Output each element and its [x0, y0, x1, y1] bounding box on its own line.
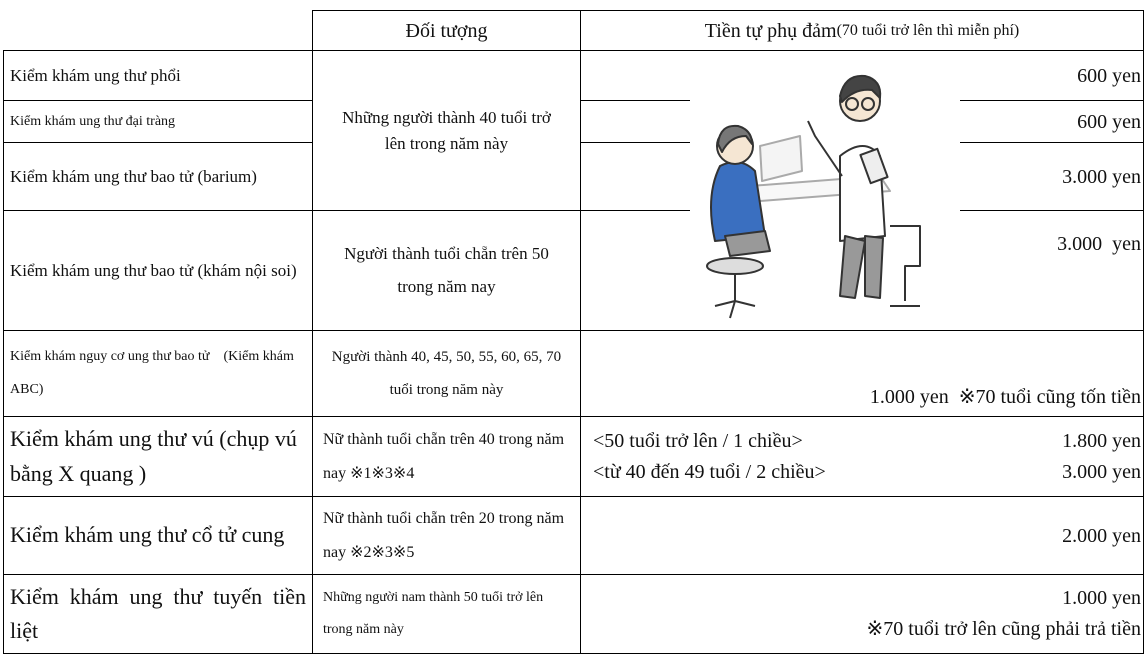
- row-fee: 1.000 yen ※70 tuổi cũng tốn tiền: [580, 330, 1144, 417]
- row-name: Kiểm khám ung thư bao tử (khám nội soi): [3, 210, 313, 331]
- fee-label: <từ 40 đến 49 tuổi / 2 chiều>: [593, 460, 826, 483]
- row-target: Những người thành 40 tuổi trở lên trong …: [312, 50, 581, 211]
- row-name: Kiểm khám ung thư vú (chụp vú bằng X qua…: [3, 416, 313, 497]
- header-target: Đối tượng: [312, 10, 581, 51]
- fee-price: 1.800 yen: [1062, 429, 1141, 452]
- row-name: Kiểm khám ung thư bao tử (barium): [3, 142, 313, 211]
- row-target: Nữ thành tuổi chẵn trên 40 trong năm nay…: [312, 416, 581, 497]
- fee-line: <50 tuổi trở lên / 1 chiều> 1.800 yen: [593, 426, 1141, 457]
- fee-label: <50 tuổi trở lên / 1 chiều>: [593, 429, 803, 452]
- row-name: Kiểm khám ung thư đại tràng: [3, 100, 313, 143]
- fee-line: <từ 40 đến 49 tuổi / 2 chiều> 3.000 yen: [593, 457, 1141, 488]
- row-fee: 2.000 yen: [580, 496, 1144, 575]
- row-fee: <50 tuổi trở lên / 1 chiều> 1.800 yen <từ…: [580, 416, 1144, 497]
- header-fee-text: Tiền tự phụ đảm: [704, 19, 837, 42]
- row-target: Những người nam thành 50 tuổi trở lên tr…: [312, 574, 581, 654]
- row-name: Kiểm khám ung thư cổ tử cung: [3, 496, 313, 575]
- fee-price: ※70 tuổi trở lên cũng phải trả tiền: [866, 618, 1142, 640]
- row-fee: 1.000 yen ※70 tuổi trở lên cũng phải trả…: [580, 574, 1144, 654]
- fee-price: 3.000 yen: [1062, 460, 1141, 483]
- header-fee-note: (70 tuổi trở lên thì miễn phí): [836, 21, 1020, 39]
- row-name: Kiểm khám ung thư phổi: [3, 50, 313, 101]
- row-target: Nữ thành tuổi chẵn trên 20 trong năm nay…: [312, 496, 581, 575]
- row-name: Kiểm khám nguy cơ ung thư bao tử (Kiểm k…: [3, 330, 313, 417]
- row-target: Người thành 40, 45, 50, 55, 60, 65, 70 t…: [312, 330, 581, 417]
- header-fee: Tiền tự phụ đảm (70 tuổi trở lên thì miễn…: [580, 10, 1144, 51]
- row-target: Người thành tuổi chẵn trên 50 trong năm …: [312, 210, 581, 331]
- doctor-illustration: [690, 66, 960, 330]
- row-name: Kiểm khám ung thư tuyến tiền liệt: [3, 574, 313, 654]
- fee-price: 1.000 yen: [1062, 587, 1141, 609]
